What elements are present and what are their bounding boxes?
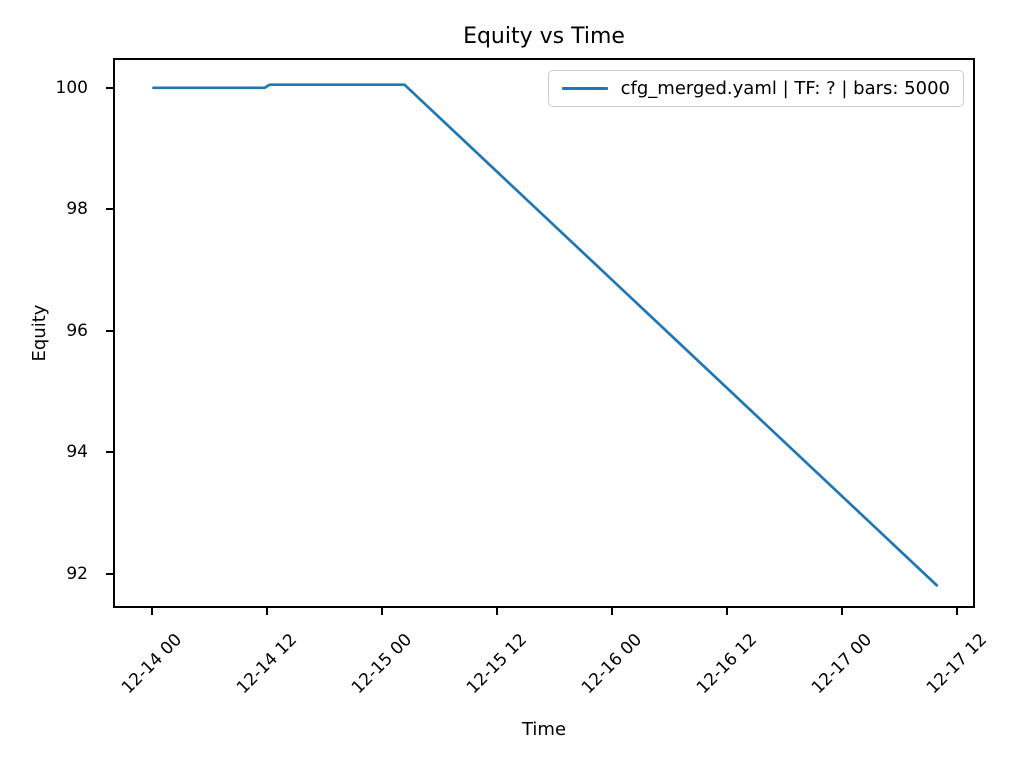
y-tick-label: 92 <box>66 563 88 584</box>
x-tick-label: 12-14 00 <box>118 629 187 699</box>
legend-line-sample-icon <box>561 86 608 91</box>
plot-area <box>113 58 975 608</box>
x-tick-label: 12-14 12 <box>233 629 302 699</box>
x-tick-label: 12-15 12 <box>462 629 532 699</box>
equity-line <box>152 83 939 588</box>
x-axis-label: Time <box>521 719 567 740</box>
y-tick-label: 96 <box>66 320 88 341</box>
chart-title: Equity vs Time <box>463 24 625 49</box>
y-tick-mark <box>106 572 113 575</box>
y-tick-mark <box>106 451 113 454</box>
x-tick-mark <box>381 608 384 615</box>
legend: cfg_merged.yaml | TF: ? | bars: 5000 <box>547 70 964 107</box>
plot-canvas <box>152 83 939 588</box>
x-tick-mark <box>151 608 154 615</box>
y-tick-mark <box>106 208 113 211</box>
y-tick-mark <box>106 86 113 89</box>
y-tick-label: 94 <box>66 442 88 463</box>
x-tick-mark <box>840 608 843 615</box>
x-tick-mark <box>725 608 728 615</box>
x-tick-label: 12-16 00 <box>577 629 647 699</box>
y-tick-mark <box>106 329 113 332</box>
x-tick-label: 12-17 12 <box>922 629 991 699</box>
x-tick-mark <box>611 608 613 615</box>
x-tick-mark <box>955 608 958 615</box>
x-tick-mark <box>496 608 499 615</box>
legend-label: cfg_merged.yaml | TF: ? | bars: 5000 <box>620 78 950 99</box>
y-tick-label: 98 <box>66 199 88 220</box>
x-tick-label: 12-16 12 <box>692 629 762 699</box>
x-tick-mark <box>266 608 269 615</box>
y-tick-label: 100 <box>55 77 88 98</box>
x-tick-label: 12-15 00 <box>348 629 417 699</box>
x-tick-label: 12-17 00 <box>807 629 876 699</box>
